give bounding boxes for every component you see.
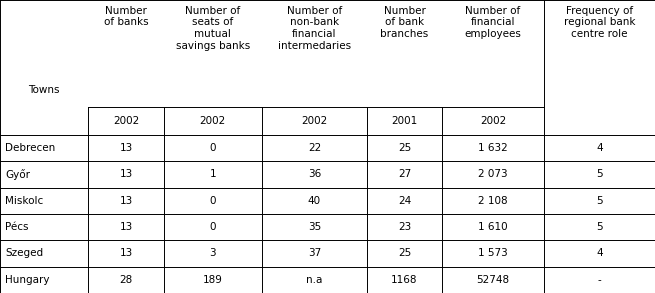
- Text: Number of
seats of
mutual
savings banks: Number of seats of mutual savings banks: [176, 6, 250, 51]
- Text: 22: 22: [308, 143, 321, 153]
- Text: 1168: 1168: [391, 275, 418, 285]
- Text: 13: 13: [119, 222, 133, 232]
- Text: 2002: 2002: [479, 116, 506, 126]
- Text: 189: 189: [203, 275, 223, 285]
- Text: 4: 4: [596, 248, 603, 258]
- Text: 0: 0: [210, 196, 216, 206]
- Text: Number
of banks: Number of banks: [103, 6, 149, 28]
- Text: 13: 13: [119, 143, 133, 153]
- Text: n.a: n.a: [307, 275, 323, 285]
- Text: 35: 35: [308, 222, 321, 232]
- Text: 0: 0: [210, 222, 216, 232]
- Text: -: -: [597, 275, 601, 285]
- Text: 25: 25: [398, 143, 411, 153]
- Text: Towns: Towns: [28, 85, 60, 95]
- Text: 25: 25: [398, 248, 411, 258]
- Text: 2 108: 2 108: [478, 196, 508, 206]
- Text: Number of
non-bank
financial
intermedaries: Number of non-bank financial intermedari…: [278, 6, 351, 51]
- Text: Győr: Győr: [5, 169, 30, 180]
- Text: 13: 13: [119, 196, 133, 206]
- Text: Frequency of
regional bank
centre role: Frequency of regional bank centre role: [563, 6, 635, 39]
- Text: 13: 13: [119, 248, 133, 258]
- Text: 36: 36: [308, 169, 321, 179]
- Text: 2 073: 2 073: [478, 169, 508, 179]
- Text: 2002: 2002: [113, 116, 140, 126]
- Text: 23: 23: [398, 222, 411, 232]
- Text: 24: 24: [398, 196, 411, 206]
- Text: Szeged: Szeged: [5, 248, 43, 258]
- Text: 28: 28: [119, 275, 133, 285]
- Text: Number of
financial
employees: Number of financial employees: [464, 6, 521, 39]
- Text: 1 610: 1 610: [478, 222, 508, 232]
- Text: 13: 13: [119, 169, 133, 179]
- Text: 2002: 2002: [200, 116, 226, 126]
- Text: 0: 0: [210, 143, 216, 153]
- Text: 5: 5: [596, 222, 603, 232]
- Text: 1: 1: [210, 169, 216, 179]
- Text: Miskolc: Miskolc: [5, 196, 43, 206]
- Text: Hungary: Hungary: [5, 275, 50, 285]
- Text: 37: 37: [308, 248, 321, 258]
- Text: Debrecen: Debrecen: [5, 143, 56, 153]
- Text: 1 632: 1 632: [478, 143, 508, 153]
- Text: 40: 40: [308, 196, 321, 206]
- Text: Pécs: Pécs: [5, 222, 29, 232]
- Text: 2001: 2001: [391, 116, 418, 126]
- Text: 3: 3: [210, 248, 216, 258]
- Text: 5: 5: [596, 169, 603, 179]
- Text: 52748: 52748: [476, 275, 510, 285]
- Text: 4: 4: [596, 143, 603, 153]
- Text: 2002: 2002: [301, 116, 328, 126]
- Text: Number
of bank
branches: Number of bank branches: [381, 6, 428, 39]
- Text: 27: 27: [398, 169, 411, 179]
- Text: 1 573: 1 573: [478, 248, 508, 258]
- Text: 5: 5: [596, 196, 603, 206]
